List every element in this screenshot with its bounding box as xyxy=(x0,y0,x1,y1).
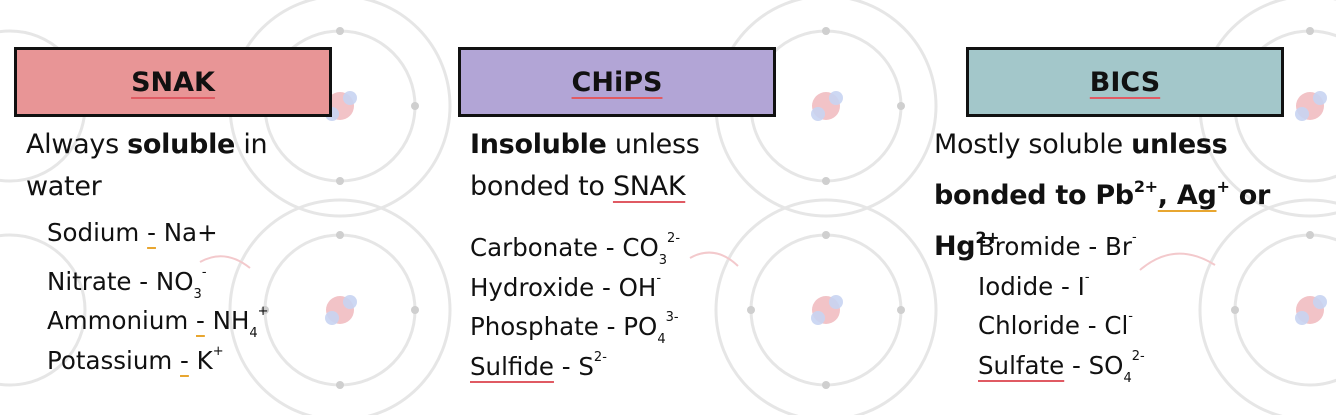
list-item: Bromide - Br- xyxy=(978,230,1137,261)
list-item: Potassium - K+ xyxy=(47,343,224,375)
list-item: Nitrate - NO3- xyxy=(47,264,207,302)
snak-intro: Always soluble in water xyxy=(26,129,268,202)
chips-header: CHiPS xyxy=(458,47,776,117)
list-item: Sodium - Na+ xyxy=(47,218,218,247)
list-item: Sulfate - SO42- xyxy=(978,348,1145,386)
chips-title: CHiPS xyxy=(571,66,663,98)
bics-intro: Mostly soluble unless bonded to Pb2+, Ag… xyxy=(934,129,1270,262)
chips-intro: Insoluble unless bonded to SNAK xyxy=(470,129,700,202)
list-item: Sulfide - S2- xyxy=(470,349,607,381)
chips-list: Carbonate - CO32- Hydroxide - OH- Phosph… xyxy=(470,219,681,381)
bics-title: BICS xyxy=(1089,66,1161,98)
list-item: Phosphate - PO43- xyxy=(470,310,679,347)
snak-header: SNAK xyxy=(14,47,332,117)
snak-title: SNAK xyxy=(131,66,215,98)
list-item: Hydroxide - OH- xyxy=(470,270,662,302)
bics-header: BICS xyxy=(966,47,1284,117)
list-item: Chloride - Cl- xyxy=(978,309,1133,340)
list-item: Carbonate - CO32- xyxy=(470,231,681,268)
bics-list: Bromide - Br- Iodide - I- Chloride - Cl-… xyxy=(978,218,1145,386)
list-item: Iodide - I- xyxy=(978,269,1090,301)
list-item: Ammonium - NH4+ xyxy=(47,304,269,341)
snak-list: Sodium - Na+ Nitrate - NO3- Ammonium - N… xyxy=(47,213,269,375)
